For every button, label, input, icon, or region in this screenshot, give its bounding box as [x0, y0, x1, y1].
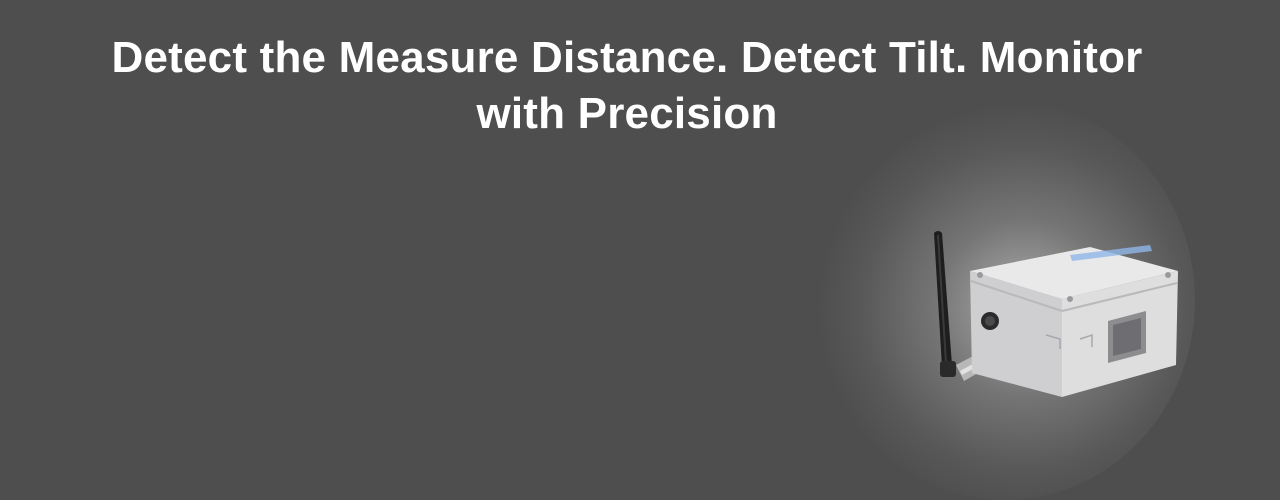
sensor-device-icon [934, 231, 1178, 397]
headline-line-2: with Precision [476, 89, 778, 138]
headline-line-1: Detect the Measure Distance. Detect Tilt… [111, 33, 1143, 82]
headline: Detect the Measure Distance. Detect Tilt… [0, 30, 1254, 142]
antenna-icon [934, 231, 956, 377]
enclosure-icon [970, 245, 1178, 397]
